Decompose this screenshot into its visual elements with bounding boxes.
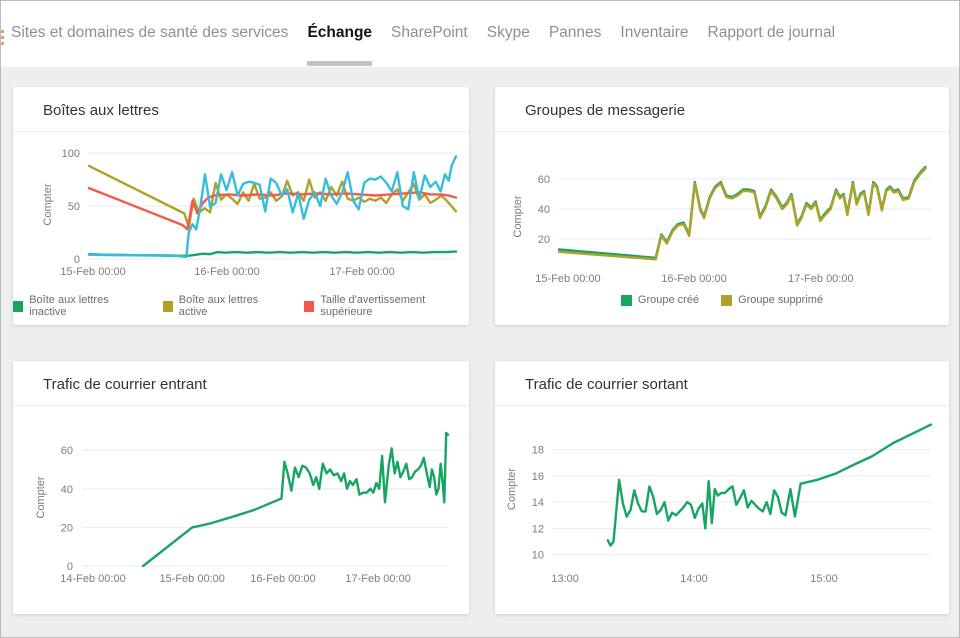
series-line-boite-aux-lettres-active xyxy=(87,164,458,229)
dashboard-content: Boîtes aux lettres 0 50 100 15-Feb 00:00 16-… xyxy=(1,67,959,614)
chart-grid: Boîtes aux lettres 0 50 100 15-Feb 00:00 16-… xyxy=(13,87,949,614)
y-tick-label: 12 xyxy=(532,523,544,535)
chart-messaging-groups: 20 40 60 15-Feb 00:00 16-Feb 00:00 17-Feb 00:… xyxy=(495,132,949,284)
y-tick-label: 16 xyxy=(532,471,544,483)
series-line xyxy=(141,431,450,568)
y-axis-label: Compter xyxy=(35,476,47,519)
legend-swatch-icon xyxy=(304,300,315,312)
y-tick-label: 14 xyxy=(532,497,544,509)
x-tick-label: 17-Feb 00:00 xyxy=(329,266,394,278)
legend-label: Boîte aux lettres inactive xyxy=(29,294,109,318)
x-tick-label: 17-Feb 00:00 xyxy=(345,573,410,585)
y-tick-label: 60 xyxy=(538,174,550,186)
legend-item-taille-d-avertissement-superieure[interactable]: Taille d'avertissement supérieure xyxy=(304,294,469,318)
x-tick-label: 16-Feb 00:00 xyxy=(661,273,726,284)
x-tick-label: 15-Feb 00:00 xyxy=(159,573,224,585)
x-tick-label: 14-Feb 00:00 xyxy=(60,573,125,585)
legend-swatch-icon xyxy=(162,300,173,312)
left-edge-clipped-icon xyxy=(1,30,4,46)
y-tick-label: 10 xyxy=(532,550,544,562)
x-tick-label: 15:00 xyxy=(810,573,838,585)
x-tick-label: 15-Feb 00:00 xyxy=(60,266,125,278)
legend-swatch-icon xyxy=(721,294,733,306)
series-line xyxy=(606,423,933,547)
x-tick-label: 16-Feb 00:00 xyxy=(250,573,315,585)
y-tick-label: 20 xyxy=(538,234,550,246)
series-line-groupe-supprime xyxy=(557,167,927,261)
y-tick-label: 100 xyxy=(62,148,80,160)
tab-bar: Sites et domaines de santé des services É… xyxy=(1,1,959,67)
x-tick-label: 16-Feb 00:00 xyxy=(194,266,259,278)
y-axis-label: Compter xyxy=(42,183,54,226)
y-axis-label: Compter xyxy=(512,195,524,238)
y-axis-label: Compter xyxy=(506,468,518,511)
y-tick-label: 0 xyxy=(67,561,73,573)
x-tick-label: 14:00 xyxy=(680,573,708,585)
chart-outbound-mail: 10 12 14 16 18 13:00 14:00 15:00 Compter xyxy=(495,406,949,591)
legend-mailboxes: Boîte aux lettres inactive Boîte aux lett… xyxy=(13,294,469,318)
legend-item-groupe-supprime[interactable]: Groupe supprimé xyxy=(721,294,823,306)
legend-swatch-icon xyxy=(620,294,632,306)
card-mailboxes: Boîtes aux lettres 0 50 100 15-Feb 00:00 16-… xyxy=(13,87,469,325)
legend-label: Taille d'avertissement supérieure xyxy=(320,294,426,318)
tab-sharepoint[interactable]: SharePoint xyxy=(391,24,468,41)
y-tick-label: 18 xyxy=(532,445,544,457)
chart-inbound-mail: 0 20 40 60 14-Feb 00:00 15-Feb 00:00 16-Feb 00… xyxy=(13,406,469,591)
x-tick-label: 15-Feb 00:00 xyxy=(535,273,600,284)
chart-mailboxes: 0 50 100 15-Feb 00:00 16-Feb 00:00 17-Feb 00:… xyxy=(13,132,469,284)
legend-label: Boîte aux lettres active xyxy=(178,294,259,318)
y-tick-label: 60 xyxy=(61,445,73,457)
chart-title-outbound-mail: Trafic de courrier sortant xyxy=(495,361,949,406)
y-tick-label: 40 xyxy=(61,484,73,496)
card-messaging-groups: Groupes de messagerie 20 40 60 15-Feb 00:00… xyxy=(495,87,949,325)
y-tick-label: 0 xyxy=(74,254,80,266)
series-line-groupe-cree xyxy=(557,165,927,260)
legend-item-boite-aux-lettres-inactive[interactable]: Boîte aux lettres inactive xyxy=(13,294,141,318)
legend-messaging-groups: Groupe créé Groupe supprimé xyxy=(495,294,949,306)
tab-skype[interactable]: Skype xyxy=(486,24,530,41)
tab-echange[interactable]: Échange xyxy=(307,2,372,66)
tab-inventaire[interactable]: Inventaire xyxy=(620,24,689,41)
legend-label: Groupe créé xyxy=(637,294,700,306)
chart-title-mailboxes: Boîtes aux lettres xyxy=(13,87,469,132)
tab-pannes[interactable]: Pannes xyxy=(548,24,602,41)
tab-rapport-de-journal[interactable]: Rapport de journal xyxy=(707,24,836,41)
card-inbound-mail: Trafic de courrier entrant 0 20 40 60 14-Feb… xyxy=(13,361,469,614)
card-outbound-mail: Trafic de courrier sortant 10 12 14 16 18 13:… xyxy=(495,361,949,614)
chart-title-messaging-groups: Groupes de messagerie xyxy=(495,87,949,132)
series-line xyxy=(87,155,458,259)
legend-swatch-icon xyxy=(13,300,24,312)
y-tick-label: 40 xyxy=(538,204,550,216)
chart-title-inbound-mail: Trafic de courrier entrant xyxy=(13,361,469,406)
legend-item-boite-aux-lettres-active[interactable]: Boîte aux lettres active xyxy=(162,294,283,318)
y-tick-label: 50 xyxy=(68,201,80,213)
tab-sites-et-domaines-de-sante-des-services[interactable]: Sites et domaines de santé des services xyxy=(11,24,289,41)
legend-label: Groupe supprimé xyxy=(738,294,824,306)
x-tick-label: 17-Feb 00:00 xyxy=(788,273,853,284)
legend-item-groupe-cree[interactable]: Groupe créé xyxy=(620,294,700,306)
y-tick-label: 20 xyxy=(61,522,73,534)
x-tick-label: 13:00 xyxy=(551,573,579,585)
